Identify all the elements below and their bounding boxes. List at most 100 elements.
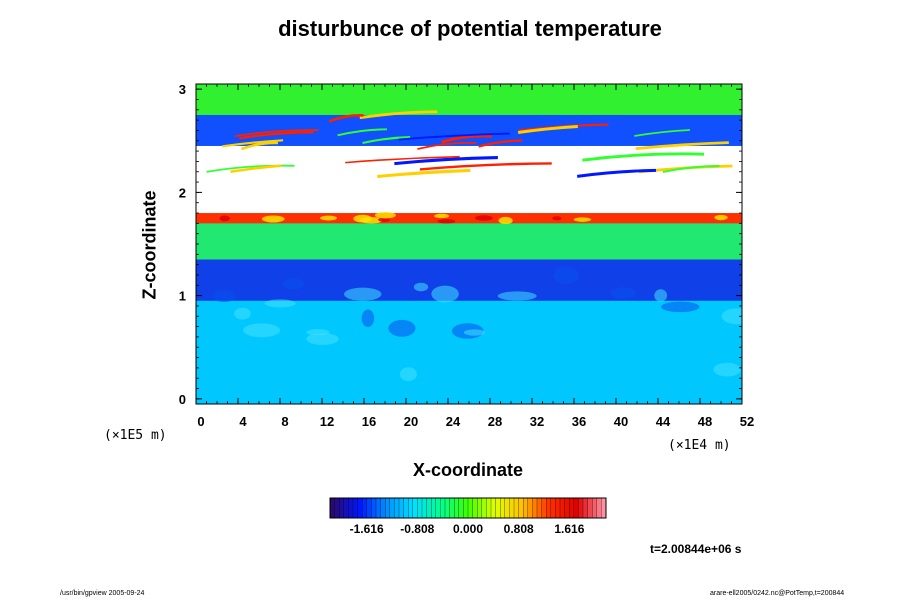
colorbar-cell (564, 497, 570, 519)
field-streak (328, 113, 364, 123)
colorbar-cell (467, 497, 474, 519)
field-spot (353, 214, 373, 223)
field-streak (239, 131, 314, 140)
colorbar-cell (527, 497, 533, 519)
field-streak (230, 164, 282, 174)
colorbar-cell (472, 497, 478, 519)
field-spot (378, 217, 391, 222)
x-tick-label: 44 (656, 414, 671, 429)
field-eddy (497, 291, 537, 301)
colorbar-cell (454, 497, 460, 519)
colorbar-cell (458, 497, 464, 519)
footer-source: arare-ell2005/0242.nc@PotTemp,t=200844 (710, 590, 845, 597)
heatmap-field (196, 84, 742, 404)
colorbar-tick-label: -0.808 (400, 522, 434, 536)
field-spot (714, 214, 728, 221)
field-streak (345, 155, 460, 164)
field-eddy (243, 323, 281, 338)
x-tick-label: 52 (740, 414, 754, 429)
colorbar-cell (444, 497, 451, 519)
field-layer-0 (196, 300, 742, 399)
colorbar-cell (555, 497, 561, 519)
colorbar-cell (408, 497, 414, 519)
x-tick-label: 12 (320, 414, 334, 429)
colorbar-cell (495, 497, 501, 519)
field-layer-3 (196, 213, 742, 224)
field-eddy (463, 329, 486, 336)
field-streak (417, 141, 477, 150)
field-streak (662, 164, 720, 173)
field-eddy (610, 287, 637, 299)
colorbar-cell (587, 497, 593, 519)
field-streak (517, 125, 578, 134)
colorbar-cell (449, 497, 455, 519)
x-axis: 0 4 8 12 16 20 24 28 32 36 40 44 48 52 (195, 84, 754, 429)
colorbar-cell (541, 497, 547, 519)
y-tick-label: 0 (179, 392, 186, 407)
colorbar-cell (440, 497, 446, 519)
colorbar-cell (573, 497, 579, 519)
field-streak (576, 168, 657, 178)
field-streak (222, 139, 284, 148)
colorbar-cell (352, 497, 359, 519)
x-tick-label: 48 (698, 414, 712, 429)
x-tick-label: 28 (488, 414, 502, 429)
colorbar-cell (592, 497, 598, 519)
colorbar-cell (578, 497, 584, 519)
colorbar-cell (582, 497, 589, 519)
field-layer-2 (196, 223, 742, 260)
colorbar-cell (357, 497, 363, 519)
field-streak (394, 156, 498, 166)
colorbar-cell (343, 497, 349, 519)
x-tick-label: 0 (197, 414, 204, 429)
field-eddy (264, 299, 296, 308)
field-spot (319, 215, 338, 221)
field-streak (634, 129, 690, 137)
colorbar-cell (536, 497, 543, 519)
colorbar-tick-label: -1.616 (350, 522, 384, 536)
field-streak (337, 128, 387, 137)
field-layer-6 (196, 84, 742, 115)
field-eddy (654, 289, 668, 302)
field-spot (434, 213, 450, 219)
y-axis-unit: (×1E5 m) (104, 428, 167, 443)
y-tick-label: 3 (179, 82, 186, 97)
field-eddy (660, 301, 700, 313)
x-tick-label: 20 (404, 414, 418, 429)
colorbar-cell (477, 497, 483, 519)
field-eddy (399, 367, 417, 382)
colorbar-cell (385, 497, 391, 519)
colorbar-cell (403, 497, 409, 519)
colorbar-cell (500, 497, 506, 519)
colorbar-cell (431, 497, 437, 519)
colorbar-cell (348, 497, 354, 519)
colorbar-cell (417, 497, 423, 519)
colorbar-cell (550, 497, 556, 519)
field-spot (437, 219, 456, 224)
field-streak (419, 162, 552, 171)
x-tick-label: 4 (239, 414, 247, 429)
field-layer-4 (196, 145, 742, 214)
colorbar-cell (329, 497, 336, 519)
x-tick-label: 16 (362, 414, 376, 429)
field-spot (498, 216, 513, 225)
field-eddy (306, 333, 339, 345)
colorbar-frame (329, 497, 607, 519)
colorbar-cell (463, 497, 469, 519)
chart-title: disturbunce of potential temperature (278, 16, 662, 41)
colorbar-cell (509, 497, 515, 519)
x-tick-label: 36 (572, 414, 586, 429)
colorbar-cell (371, 497, 377, 519)
field-streak (206, 164, 295, 173)
footer-command: /usr/bin/gpview 2005-09-24 (60, 590, 145, 597)
field-eddy (234, 307, 251, 320)
colorbar-cell (596, 497, 602, 519)
colorbar-cell (421, 497, 428, 519)
colorbar-cell (426, 497, 432, 519)
field-spot (552, 216, 562, 221)
x-axis-label: X-coordinate (412, 460, 524, 480)
field-eddy (213, 290, 236, 303)
colorbar-cell (523, 497, 529, 519)
colorbar-cell (559, 497, 566, 519)
colorbar-cell (366, 497, 372, 519)
